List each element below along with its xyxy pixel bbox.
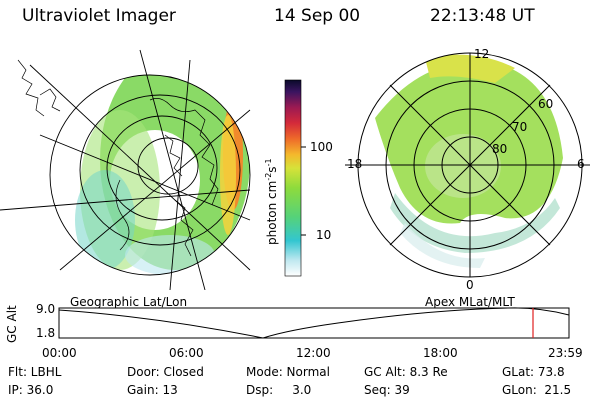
colorbar-tick-10: 10 — [316, 228, 332, 242]
x-tick-1200: 12:00 — [296, 346, 331, 360]
time-label: 22:13:48 UT — [430, 6, 535, 26]
colorbar-label: photon cm-2s-1 — [264, 158, 279, 245]
altitude-ymax: 9.0 — [36, 302, 56, 316]
polar-grid — [345, 52, 590, 278]
info-glon: GLon: 21.5 — [502, 383, 572, 397]
geographic-image — [0, 49, 251, 290]
instrument-title: Ultraviolet Imager — [22, 6, 176, 26]
coastlines — [17, 59, 219, 257]
caption-apex: Apex MLat/MLT — [425, 295, 515, 309]
geographic-aurora — [75, 75, 250, 275]
date-label: 14 Sep 00 — [274, 6, 361, 26]
info-gcalt: GC Alt: 8.3 Re — [364, 365, 448, 379]
info-glat: GLat: 73.8 — [502, 365, 565, 379]
x-tick-0600: 06:00 — [169, 346, 204, 360]
mlt-label-18: 18 — [347, 157, 363, 171]
altitude-ylabel: GC Alt — [5, 305, 19, 343]
mlat-label-80: 80 — [492, 142, 508, 156]
mlt-label-0: 0 — [466, 278, 474, 292]
mlat-label-60: 60 — [538, 97, 554, 111]
polar-aurora — [375, 54, 563, 268]
info-mode: Mode: Normal — [246, 365, 330, 379]
x-tick-1800: 18:00 — [423, 346, 458, 360]
info-gain: Gain: 13 — [127, 383, 178, 397]
info-flt: Flt: LBHL — [8, 365, 62, 379]
mlt-label-6: 6 — [577, 157, 585, 171]
geographic-grid — [0, 49, 251, 290]
altitude-plot — [58, 307, 570, 339]
colorbar — [284, 79, 306, 277]
altitude-curve — [58, 307, 570, 339]
colorbar-tick-100: 100 — [310, 140, 333, 154]
x-tick-2359: 23:59 — [548, 346, 583, 360]
mlt-label-12: 12 — [474, 47, 490, 61]
mlat-label-70: 70 — [512, 120, 528, 134]
polar-mlat-mlt-plot — [345, 52, 590, 278]
caption-geographic: Geographic Lat/Lon — [70, 295, 188, 309]
info-seq: Seq: 39 — [364, 383, 410, 397]
info-ip: IP: 36.0 — [8, 383, 54, 397]
altitude-ymin: 1.8 — [36, 326, 56, 340]
info-door: Door: Closed — [127, 365, 204, 379]
x-tick-0000: 00:00 — [42, 346, 77, 360]
info-dsp: Dsp: 3.0 — [246, 383, 312, 397]
